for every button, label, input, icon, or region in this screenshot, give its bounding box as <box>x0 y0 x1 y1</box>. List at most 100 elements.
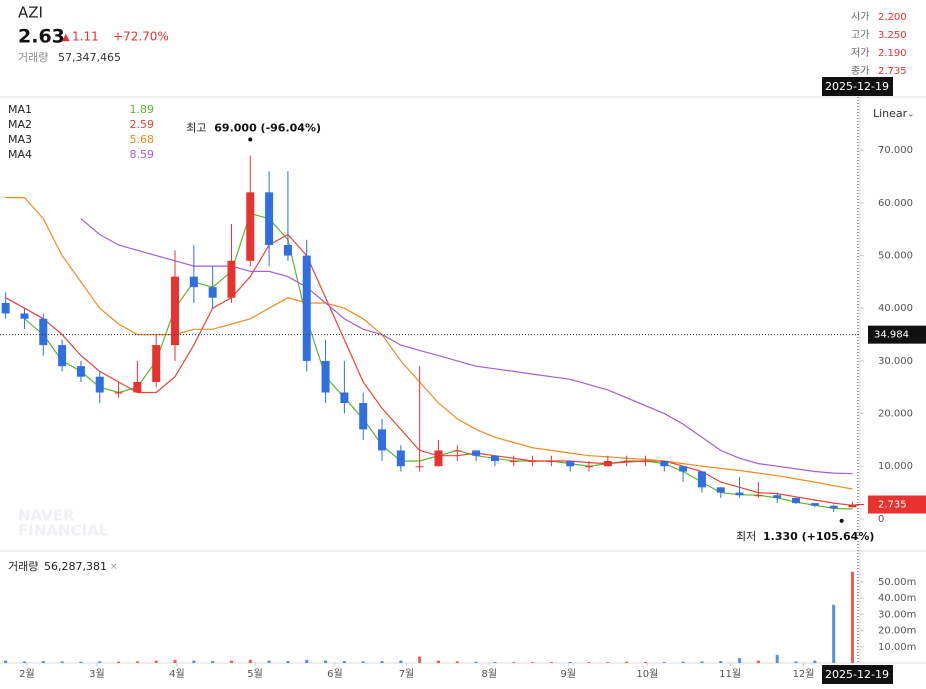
y-tick-label: 50.00m <box>878 577 916 588</box>
candle-body <box>283 245 292 256</box>
high-marker <box>248 137 253 142</box>
candle-body <box>490 455 499 461</box>
volume-bar <box>738 658 742 663</box>
change-pct: +72.70% <box>113 30 169 44</box>
candle-body <box>472 450 481 456</box>
y-tick-label: 60.000 <box>878 198 913 209</box>
candle-body <box>227 260 236 298</box>
volume-bar <box>455 661 459 663</box>
x-tick-label: 7월 <box>399 668 415 680</box>
volume-bar <box>850 571 854 663</box>
volume-bar <box>549 662 553 663</box>
candle-body <box>246 192 255 261</box>
close-icon: ✕ <box>110 563 118 573</box>
candle-body <box>660 460 669 467</box>
volume-bar <box>286 661 290 663</box>
volume-bar <box>813 660 817 663</box>
volume-bar <box>493 662 497 663</box>
crosshair-tag <box>868 325 926 344</box>
candle-body <box>810 503 819 506</box>
ohlc-value: 2.735 <box>878 66 907 77</box>
volume-bar <box>832 604 836 663</box>
candle-body <box>754 495 763 497</box>
candle-body <box>302 255 311 361</box>
volume-bar <box>625 661 629 663</box>
candle-body <box>453 450 462 452</box>
ohlc-label: 고가 <box>851 29 869 41</box>
y-tick-label: 50.000 <box>878 251 913 262</box>
scale-mode[interactable]: Linear <box>873 107 908 120</box>
candle-body <box>208 287 217 298</box>
volume-bar <box>474 661 478 663</box>
volume-bar <box>192 660 196 663</box>
candle-body <box>340 392 349 404</box>
candle-body <box>265 192 274 246</box>
volume-bar <box>531 662 535 663</box>
candle-body <box>566 460 575 467</box>
candle-body <box>189 276 198 288</box>
date-tag <box>822 77 893 96</box>
high-label: 최고 <box>186 121 206 134</box>
candle-body <box>603 460 612 467</box>
x-tick-label: 4월 <box>169 668 185 680</box>
legend-value: 2.59 <box>130 118 155 131</box>
y-tick-label: 30.00m <box>878 609 916 620</box>
volume-bar <box>98 661 102 663</box>
candle-body <box>58 345 67 367</box>
candle-body <box>378 429 387 451</box>
volume-bar <box>267 660 271 663</box>
volume-bar <box>135 661 139 663</box>
date-tag <box>822 665 893 684</box>
volume-bar <box>794 661 798 663</box>
ohlc-label: 종가 <box>851 65 869 77</box>
candle-body <box>547 460 556 462</box>
date: 2025-12-19 <box>825 668 889 681</box>
volume-bar <box>568 662 572 663</box>
volume-bar <box>154 660 158 663</box>
candle-body <box>152 345 161 382</box>
y-tick-label: 40.00m <box>878 593 916 604</box>
candle-body <box>528 460 537 462</box>
scale-dropdown[interactable]: ⌄ <box>907 110 915 120</box>
volume-bar <box>248 659 252 663</box>
candle-body <box>622 460 631 462</box>
candle-body <box>679 466 688 472</box>
candle-body <box>1 302 10 314</box>
x-tick-label: 6월 <box>327 668 343 680</box>
volume-bar <box>418 656 422 663</box>
y-tick-label: 20.00m <box>878 626 916 637</box>
last-price-label: 2.735 <box>878 500 907 511</box>
candle-body <box>171 276 180 346</box>
volume-bar <box>117 661 121 663</box>
legend-value: 5.68 <box>130 133 155 146</box>
low-text: 1.330 (+105.64%) <box>763 530 874 543</box>
volume-bar <box>22 661 26 663</box>
ma-line <box>5 233 853 506</box>
volume-bar <box>399 660 403 663</box>
x-tick-label: 10월 <box>636 668 658 680</box>
ma-line <box>80 218 853 475</box>
symbol: AZI <box>18 4 43 22</box>
y-tick-label: 30.000 <box>878 356 913 367</box>
candle-body <box>359 403 368 430</box>
volume-current: 56,287,381 <box>44 560 107 573</box>
ohlc-label: 저가 <box>851 47 869 59</box>
candle-body <box>39 318 48 346</box>
volume-bar <box>305 659 309 663</box>
volume-bar <box>662 662 666 663</box>
candle-body <box>95 376 104 393</box>
price: 2.63 <box>18 26 65 48</box>
watermark: FINANCIAL <box>18 522 109 540</box>
x-tick-label: 5월 <box>247 668 263 680</box>
x-tick-label: 8월 <box>481 668 497 680</box>
ohlc-value: 2.190 <box>878 48 907 59</box>
candle-body <box>434 450 443 467</box>
y-tick-label: 70.000 <box>878 145 913 156</box>
date: 2025-12-19 <box>825 80 889 93</box>
candle-body <box>735 492 744 496</box>
volume-bar <box>436 660 440 663</box>
volume-bar <box>606 662 610 663</box>
volume-bar <box>700 661 704 663</box>
x-tick-label: 12월 <box>793 668 815 680</box>
candle-body <box>585 466 594 468</box>
